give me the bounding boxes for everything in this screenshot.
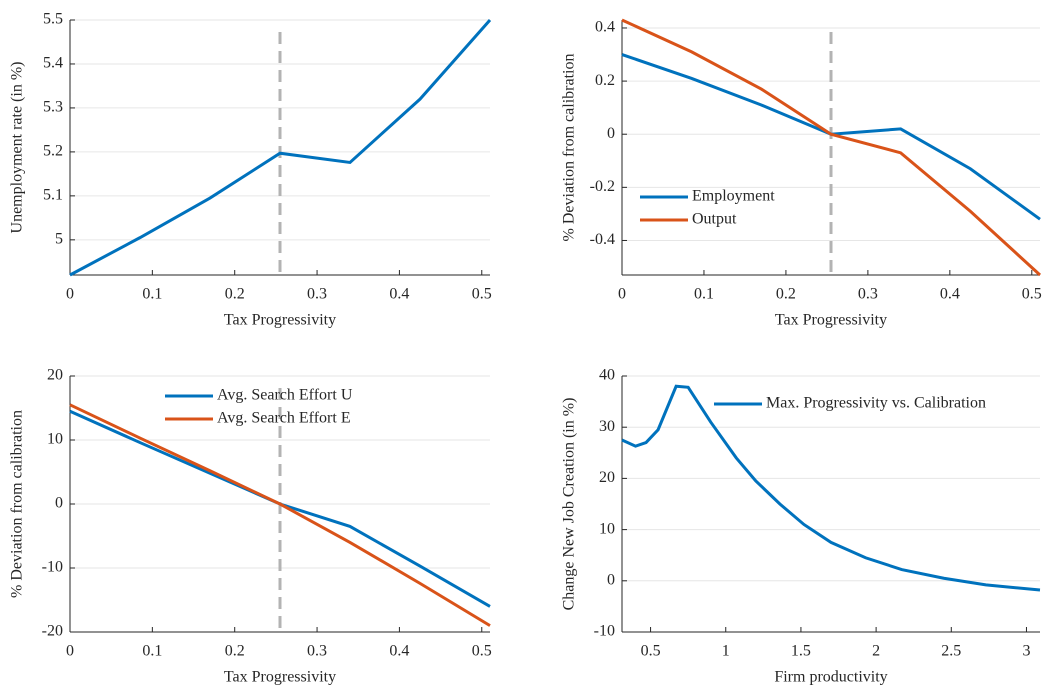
data-line <box>69 403 491 627</box>
y-tick-label: 30 <box>599 418 615 435</box>
y-tick-label: 0.2 <box>595 72 615 89</box>
x-tick-label: 0.5 <box>641 643 661 660</box>
data-line <box>69 19 492 277</box>
x-tick-label: 2.5 <box>941 643 961 660</box>
x-tick-label: 0.3 <box>307 286 327 303</box>
y-tick-label: 5.1 <box>43 187 63 204</box>
y-tick-label: 40 <box>599 367 615 384</box>
x-tick-label: 0.5 <box>472 643 492 660</box>
x-tick-label: 0.5 <box>472 286 492 303</box>
x-tick-label: 0 <box>66 286 74 303</box>
y-tick-label: 10 <box>599 520 615 537</box>
x-tick-label: 3 <box>1022 643 1030 660</box>
legend-label: Avg. Search Effort U <box>217 387 353 404</box>
y-axis-label: % Deviation from calibration <box>9 410 26 598</box>
y-tick-label: 0 <box>607 125 615 142</box>
x-tick-label: 0.1 <box>142 643 162 660</box>
x-tick-label: 0 <box>618 286 626 303</box>
y-tick-label: 0 <box>607 571 615 588</box>
y-tick-label: 20 <box>599 469 615 486</box>
y-tick-label: 10 <box>47 431 63 448</box>
y-axis-label: Change New Job Creation (in %) <box>561 398 578 611</box>
x-tick-label: 0.2 <box>225 286 245 303</box>
y-tick-label: -0.4 <box>590 231 615 248</box>
y-tick-label: -10 <box>42 559 63 576</box>
legend-label: Output <box>692 211 737 228</box>
y-tick-label: -20 <box>42 623 63 640</box>
x-axis-label: Tax Progressivity <box>775 312 887 329</box>
y-tick-label: 5 <box>55 230 63 247</box>
x-axis-label: Firm productivity <box>774 669 887 686</box>
x-tick-label: 0.1 <box>142 286 162 303</box>
y-tick-label: -0.2 <box>590 178 615 195</box>
y-tick-label: -10 <box>594 623 615 640</box>
x-tick-label: 1 <box>722 643 730 660</box>
y-tick-label: 0 <box>55 495 63 512</box>
x-tick-label: 0.4 <box>389 286 409 303</box>
x-axis-label: Tax Progressivity <box>224 669 336 686</box>
y-tick-label: 0.4 <box>595 19 615 36</box>
x-axis-label: Tax Progressivity <box>224 312 336 329</box>
x-tick-label: 0.4 <box>389 643 409 660</box>
y-tick-label: 5.2 <box>43 143 63 160</box>
data-line <box>621 18 1042 277</box>
y-tick-label: 20 <box>47 367 63 384</box>
x-tick-label: 0.2 <box>225 643 245 660</box>
legend-label: Employment <box>692 188 775 205</box>
x-tick-label: 0.3 <box>858 286 878 303</box>
legend-label: Max. Progressivity vs. Calibration <box>766 395 986 412</box>
y-tick-label: 5.5 <box>43 11 63 28</box>
x-tick-label: 1.5 <box>791 643 811 660</box>
data-line <box>621 384 1041 592</box>
x-tick-label: 0 <box>66 643 74 660</box>
y-tick-label: 5.3 <box>43 99 63 116</box>
x-tick-label: 0.3 <box>307 643 327 660</box>
x-tick-label: 0.5 <box>1022 286 1042 303</box>
x-tick-label: 0.2 <box>776 286 796 303</box>
x-tick-label: 0.1 <box>694 286 714 303</box>
y-tick-label: 5.4 <box>43 55 63 72</box>
legend-label: Avg. Search Effort E <box>217 410 351 427</box>
y-axis-label: % Deviation from calibration <box>561 54 578 242</box>
y-axis-label: Unemployment rate (in %) <box>9 62 26 234</box>
x-tick-label: 2 <box>872 643 880 660</box>
x-tick-label: 0.4 <box>940 286 960 303</box>
